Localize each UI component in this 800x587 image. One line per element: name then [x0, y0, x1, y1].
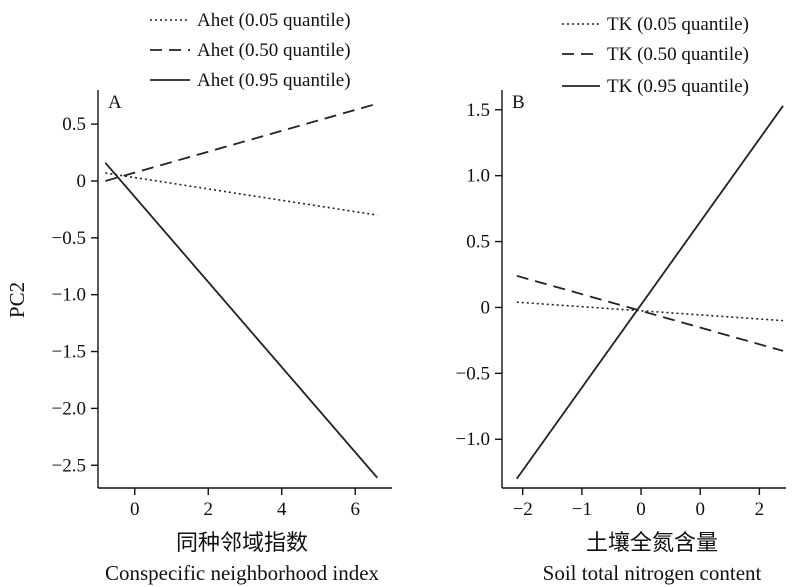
x-tick-label: −2: [513, 499, 533, 520]
x-tick-label: 0: [695, 499, 705, 520]
y-tick-label: 0.5: [466, 232, 490, 253]
y-tick-label: −0.5: [52, 228, 86, 249]
panel-b: 1.5 1.0 0.5 0 −0.5 −1.0 −2 −1 0 0 2 B TK (0.05 quant…: [456, 14, 786, 585]
x-axis-title: Conspecific neighborhood index: [105, 561, 380, 585]
series-line-solid: [516, 105, 784, 480]
y-tick-label: 0: [77, 171, 87, 192]
y-tick-label: −0.5: [456, 363, 490, 384]
legend-label: Ahet (0.50 quantile): [197, 40, 351, 61]
legend-label: TK (0.95 quantile): [607, 76, 749, 97]
x-tick-label: 6: [351, 499, 361, 520]
x-tick-label: 4: [277, 499, 287, 520]
series-line-dashed: [516, 274, 784, 352]
x-tick-label: 0: [130, 499, 140, 520]
panel-letter: A: [108, 92, 122, 113]
x-axis-title-zh: 同种邻域指数: [176, 531, 308, 556]
panel-a: 0.5 0 −0.5 −1.0 −1.5 −2.0 −2.5 0 2 4 6 A Ahet (0.05 …: [5, 10, 392, 585]
x-axis-title: Soil total nitrogen content: [543, 561, 762, 585]
panel-letter: B: [512, 92, 525, 113]
y-tick-label: −2.0: [52, 398, 86, 419]
y-tick-label: −1.0: [456, 429, 490, 450]
y-tick-label: 0: [481, 297, 491, 318]
y-tick-label: −1.0: [52, 285, 86, 306]
y-tick-label: 1.0: [466, 166, 490, 187]
series-line-dashed: [105, 102, 378, 182]
series-line-dotted: [105, 172, 378, 216]
x-axis-title-zh: 土壤全氮含量: [586, 531, 718, 556]
y-tick-label: 0.5: [62, 114, 86, 135]
x-tick-label: 2: [755, 499, 765, 520]
legend-label: Ahet (0.95 quantile): [197, 70, 351, 91]
x-tick-label: 2: [204, 499, 214, 520]
legend-label: TK (0.05 quantile): [607, 14, 749, 35]
series-line-dotted: [516, 301, 784, 322]
y-axis-title: PC2: [5, 282, 29, 318]
series-line-solid: [104, 162, 378, 479]
y-tick-label: −1.5: [52, 342, 86, 363]
y-tick-label: −2.5: [52, 455, 86, 476]
x-tick-label: 0: [636, 499, 646, 520]
legend-label: Ahet (0.05 quantile): [197, 10, 351, 31]
x-tick-label: −1: [572, 499, 592, 520]
y-tick-label: 1.5: [466, 100, 490, 121]
legend-label: TK (0.50 quantile): [607, 44, 749, 65]
